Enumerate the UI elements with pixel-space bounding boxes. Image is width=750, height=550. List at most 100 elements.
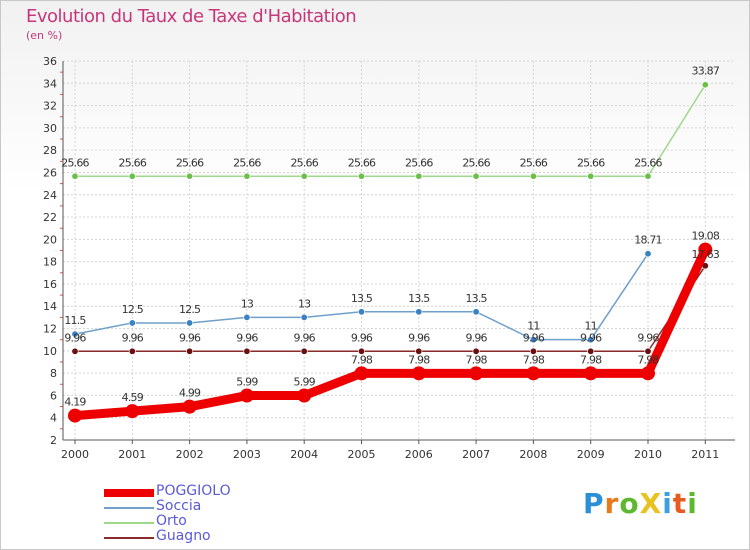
y-tick-label: 30: [43, 122, 57, 135]
data-label: 9.96: [637, 331, 659, 344]
data-point: [243, 347, 251, 355]
data-label: 12.5: [122, 303, 144, 316]
data-point: [644, 172, 652, 180]
y-tick-label: 24: [43, 189, 57, 202]
y-tick-label: 36: [43, 55, 57, 68]
y-tick-label: 6: [50, 389, 57, 402]
data-point: [415, 172, 423, 180]
data-point: [128, 319, 136, 327]
data-label: 13.5: [408, 292, 430, 305]
data-label: 25.66: [577, 156, 605, 169]
y-tick-label: 2: [50, 434, 57, 447]
data-label: 13: [241, 297, 254, 310]
data-label: 19.08: [692, 230, 720, 243]
y-tick-label: 32: [43, 100, 57, 113]
y-tick-label: 20: [43, 233, 57, 246]
data-point: [415, 347, 423, 355]
data-point: [186, 319, 194, 327]
legend-swatch: [104, 537, 154, 539]
data-point: [472, 172, 480, 180]
data-point: [357, 308, 365, 316]
data-point: [300, 172, 308, 180]
data-label: 9.96: [351, 331, 373, 344]
data-point: [239, 388, 254, 403]
legend-label: Soccia: [156, 498, 202, 514]
data-label: 11.5: [64, 314, 86, 327]
data-point: [587, 347, 595, 355]
legend-swatch: [104, 489, 154, 497]
series-line-orto: [74, 83, 707, 178]
data-point: [583, 366, 598, 381]
data-label: 25.66: [405, 156, 433, 169]
data-label: 7.98: [351, 353, 373, 366]
data-label: 7.98: [465, 353, 487, 366]
data-point: [644, 347, 652, 355]
data-point: [529, 347, 537, 355]
legend-label: POGGIOLO: [156, 483, 231, 499]
data-label: 9.96: [64, 331, 86, 344]
chart-unit-label: (en %): [26, 29, 63, 42]
x-tick-label: 2006: [405, 448, 433, 461]
x-tick-label: 2001: [118, 448, 146, 461]
legend-swatch: [104, 507, 154, 509]
y-tick-label: 8: [50, 367, 57, 380]
data-label: 25.66: [119, 156, 147, 169]
data-point: [469, 366, 484, 381]
data-point: [641, 366, 655, 381]
logo-letter: X: [639, 487, 663, 520]
data-label: 9.96: [523, 331, 545, 344]
x-tick-label: 2011: [691, 448, 719, 461]
x-tick-label: 2003: [233, 448, 261, 461]
data-label: 13.5: [351, 292, 373, 305]
data-label: 9.96: [179, 331, 201, 344]
data-label: 9.96: [236, 331, 258, 344]
data-point: [415, 308, 423, 316]
data-point: [71, 172, 79, 180]
proxiti-logo: ProXiti: [583, 487, 698, 520]
data-point: [644, 250, 652, 258]
data-label: 25.66: [634, 156, 662, 169]
data-label: 11: [527, 320, 539, 333]
data-label: 4.19: [64, 396, 86, 409]
data-label: 4.59: [122, 391, 144, 404]
data-label: 9.96: [465, 331, 487, 344]
data-point: [186, 172, 194, 180]
data-label: 25.66: [61, 156, 89, 169]
data-label: 13: [298, 297, 311, 310]
logo-letter: r: [604, 487, 620, 520]
data-label: 25.66: [176, 156, 204, 169]
data-label: 7.98: [523, 353, 545, 366]
data-point: [125, 404, 140, 419]
data-point: [182, 399, 197, 414]
data-point: [297, 388, 312, 403]
data-point: [71, 330, 79, 338]
y-tick-label: 28: [43, 144, 57, 157]
y-tick-label: 16: [43, 278, 57, 291]
data-label: 9.96: [122, 331, 144, 344]
data-label: 25.66: [233, 156, 261, 169]
x-tick-label: 2009: [577, 448, 605, 461]
logo-letter: i: [662, 487, 673, 520]
data-label: 11: [584, 320, 596, 333]
legend-swatch: [104, 522, 154, 524]
data-label: 25.66: [462, 156, 490, 169]
data-point: [357, 172, 365, 180]
data-point: [300, 347, 308, 355]
data-point: [472, 347, 480, 355]
data-point: [243, 313, 251, 321]
data-point: [587, 336, 595, 344]
logo-letter: P: [583, 487, 605, 520]
y-tick-label: 26: [43, 166, 57, 179]
data-label: 9.96: [408, 331, 430, 344]
chart-title: Evolution du Taux de Taxe d'Habitation: [26, 6, 357, 27]
legend-label: Orto: [156, 513, 187, 529]
y-tick-label: 10: [43, 345, 57, 358]
data-label: 33.87: [692, 65, 720, 78]
x-tick-label: 2005: [348, 448, 376, 461]
logo-letter: t: [672, 487, 688, 520]
data-point: [357, 347, 365, 355]
data-point: [701, 81, 709, 89]
data-label: 9.96: [294, 331, 316, 344]
data-point: [526, 366, 541, 381]
